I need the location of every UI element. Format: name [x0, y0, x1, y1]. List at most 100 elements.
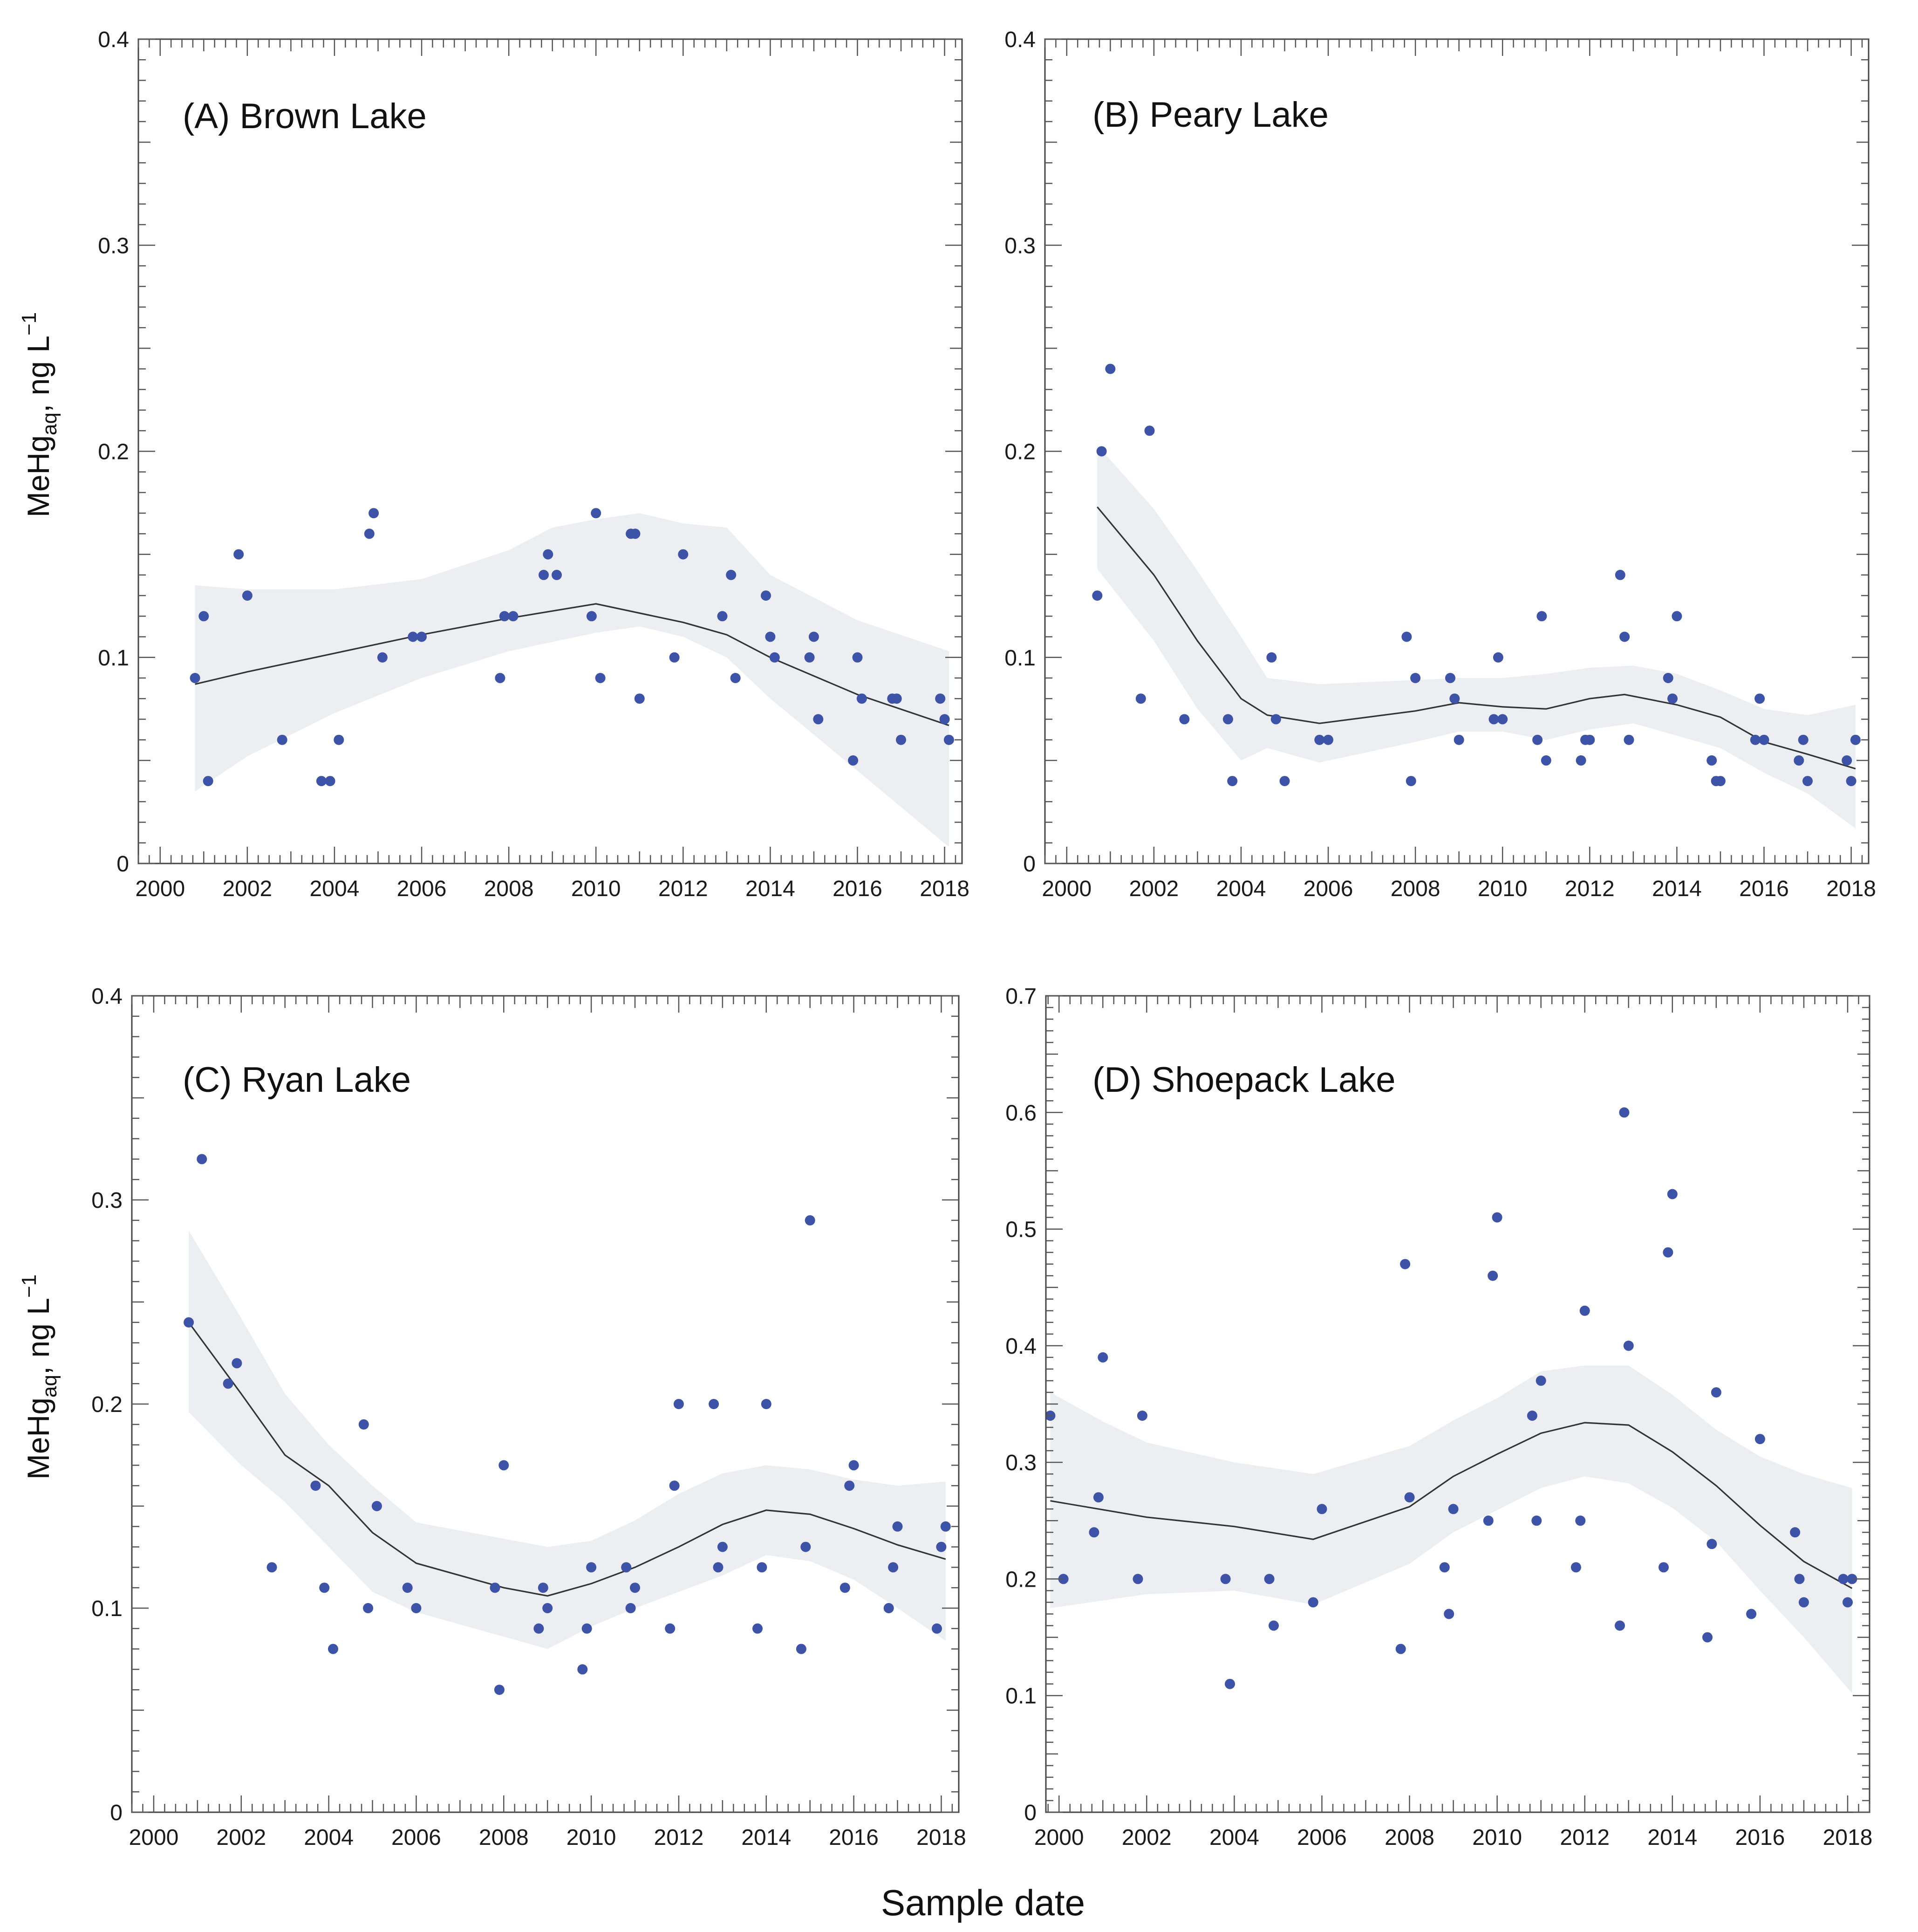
panel-d-data-point	[1133, 1574, 1143, 1584]
panel-a-y-tick-label: 0.2	[98, 440, 129, 465]
panel-c-data-point	[796, 1644, 806, 1654]
panel-a-data-point	[408, 631, 418, 642]
panel-b-data-point	[1532, 734, 1543, 745]
panel-b-data-point	[1798, 734, 1809, 745]
panel-c-y-tick-label: 0.4	[91, 984, 123, 1009]
panel-b-data-point	[1454, 734, 1464, 745]
panel-d-data-point	[1702, 1632, 1713, 1643]
panel-b-data-point	[1488, 714, 1499, 725]
y-axis-title-main: MeHg	[21, 435, 55, 517]
panel-a-data-point	[935, 693, 946, 704]
panel-d-data-point	[1711, 1387, 1721, 1398]
panel-d-x-tick-label: 2002	[1122, 1825, 1172, 1850]
panel-a-data-point	[325, 776, 335, 787]
panel-b-y-tick-label: 0	[1023, 852, 1036, 877]
panel-b-data-point	[1105, 363, 1116, 374]
panel-a-x-tick-label: 2018	[920, 877, 969, 901]
panel-d-data-point	[1483, 1515, 1494, 1526]
panel-d-x-tick-label: 2012	[1560, 1825, 1610, 1850]
panel-d-data-point	[1448, 1504, 1459, 1514]
y-axis-title-subscript: aq	[38, 1375, 61, 1398]
panel-a-x-tick-label: 2000	[135, 877, 185, 901]
panel-d-data-point	[1404, 1492, 1415, 1503]
panel-c-x-tick-label: 2010	[567, 1825, 616, 1850]
panel-a-x-tick-label: 2012	[658, 877, 708, 901]
panel-b-x-tick-label: 2010	[1478, 877, 1528, 901]
panel-c-x-tick-label: 2000	[129, 1825, 179, 1850]
panel-d-data-point	[1667, 1189, 1678, 1199]
panel-a: 2000 2002 2004 2006 2008 2010 2012 2014 2016 2018…	[98, 27, 969, 901]
panel-d-data-point	[1395, 1644, 1406, 1654]
panel-c-data-point	[844, 1480, 855, 1491]
panel-d-trend-line	[1050, 1422, 1853, 1589]
panel-a-data-point	[277, 734, 287, 745]
panel-b-data-point	[1576, 755, 1586, 766]
panel-c-data-point	[713, 1562, 724, 1573]
panel-a-data-point	[726, 569, 737, 580]
panel-d-data-point	[1225, 1679, 1235, 1689]
panel-b-x-tick-label: 2002	[1129, 877, 1179, 901]
panel-b-x-tick-label: 2018	[1826, 877, 1876, 901]
panel-b-x-tick-label: 2004	[1216, 877, 1266, 901]
panel-d-data-point	[1579, 1305, 1590, 1316]
panel-d-data-point	[1089, 1527, 1099, 1538]
panel-a-data-point	[539, 569, 549, 580]
panel-a-data-point	[634, 693, 645, 704]
panel-a-data-point	[203, 776, 213, 787]
panel-b-data-point	[1266, 652, 1277, 663]
panel-b-x-tick-label: 2000	[1042, 877, 1092, 901]
panel-c-title: (C) Ryan Lake	[183, 1060, 411, 1100]
panel-b-data-point	[1279, 776, 1290, 787]
panel-c-data-point	[805, 1215, 815, 1226]
panel-b-data-point	[1759, 734, 1769, 745]
panel-b-data-point	[1750, 734, 1761, 745]
panel-d-data-point	[1659, 1562, 1669, 1573]
panel-b-x-tick-label: 2008	[1391, 877, 1440, 901]
panel-a-data-point	[233, 549, 244, 560]
panel-c-data-point	[358, 1419, 369, 1430]
panel-d-data-point	[1317, 1504, 1327, 1514]
panel-b-data-point	[1672, 611, 1682, 622]
panel-b-x-tick-label: 2012	[1565, 877, 1615, 901]
panel-c-data-point	[371, 1501, 382, 1511]
panel-c-data-point	[411, 1603, 422, 1613]
panel-d-x-tick-label: 2008	[1385, 1825, 1434, 1850]
panel-d-data-point	[1663, 1247, 1673, 1258]
panel-d-data-point	[1093, 1492, 1104, 1503]
panel-c-data-point	[717, 1541, 728, 1552]
panel-c-data-point	[232, 1358, 242, 1369]
panel-d-data-point	[1623, 1340, 1634, 1351]
panel-d-x-tick-label: 2018	[1823, 1825, 1873, 1850]
panel-c-data-point	[840, 1583, 850, 1593]
panel-d-data-point	[1838, 1574, 1849, 1584]
panel-a-data-point	[891, 693, 902, 704]
panel-b-data-point	[1449, 693, 1460, 704]
panel-b-y-tick-label: 0.4	[1004, 27, 1036, 52]
panel-d-y-tick-label: 0.6	[1005, 1101, 1037, 1125]
panel-c-data-point	[848, 1460, 859, 1471]
panel-a-data-point	[856, 693, 867, 704]
panel-b-data-point	[1706, 755, 1717, 766]
panel-a-data-point	[334, 734, 344, 745]
panel-d-data-point	[1790, 1527, 1801, 1538]
panel-d-y-tick-label: 0.5	[1005, 1218, 1037, 1242]
panel-b-data-point	[1270, 714, 1281, 725]
panel-b-data-point	[1842, 755, 1852, 766]
panel-b-data-point	[1323, 734, 1333, 745]
panel-a-data-point	[499, 611, 510, 622]
panel-d-data-point	[1264, 1574, 1275, 1584]
panel-c-data-point	[542, 1603, 553, 1613]
panel-b-title: (B) Peary Lake	[1092, 95, 1329, 135]
panel-b-data-point	[1096, 446, 1107, 457]
panel-b-x-tick-label: 2016	[1739, 877, 1789, 901]
panel-c-data-point	[533, 1623, 544, 1634]
panel-a-title: (A) Brown Lake	[183, 96, 427, 136]
panel-d-x-tick-label: 2000	[1034, 1825, 1084, 1850]
panel-a-data-point	[508, 611, 519, 622]
panel-d-data-point	[1220, 1574, 1231, 1584]
panel-a-data-point	[586, 611, 597, 622]
panel-c-data-point	[800, 1541, 811, 1552]
panel-a-data-point	[730, 673, 741, 683]
panel-a-confidence-band	[195, 513, 949, 847]
